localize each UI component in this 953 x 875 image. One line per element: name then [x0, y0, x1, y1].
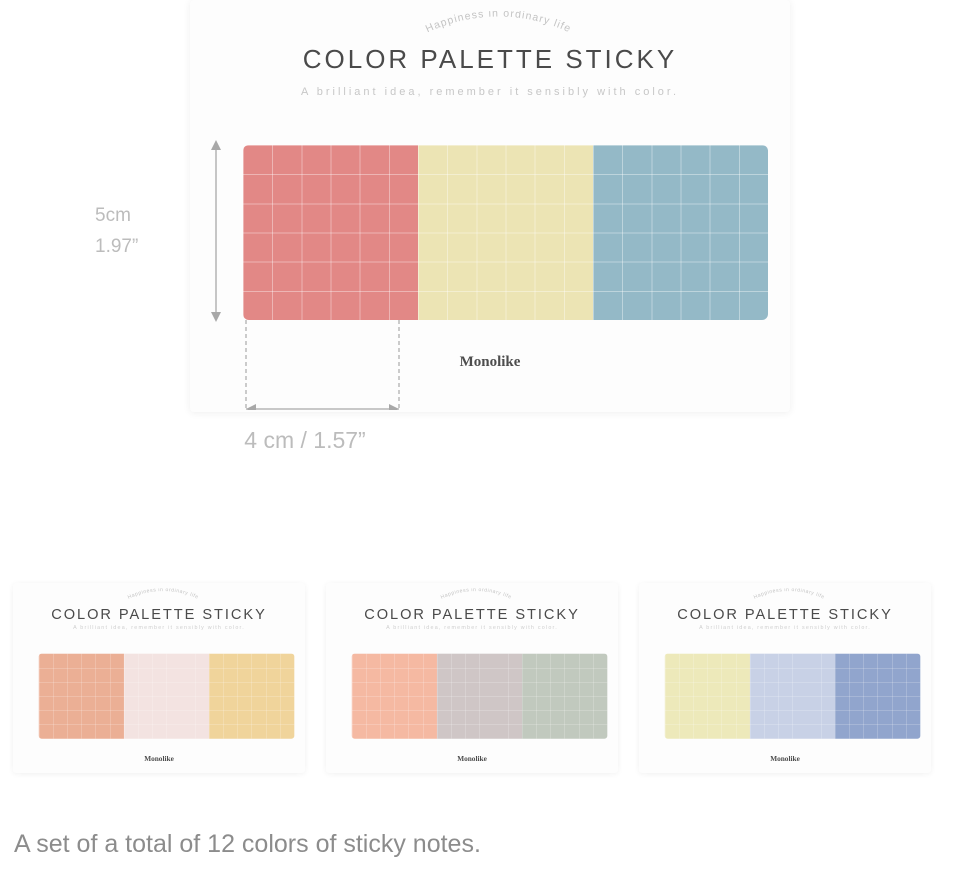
svg-text:Happiness in ordinary life: Happiness in ordinary life [127, 588, 200, 600]
svg-text:Happiness in ordinary life: Happiness in ordinary life [753, 588, 826, 600]
svg-text:Happiness in ordinary life: Happiness in ordinary life [440, 588, 513, 600]
svg-text:Happiness in ordinary life: Happiness in ordinary life [424, 11, 574, 35]
